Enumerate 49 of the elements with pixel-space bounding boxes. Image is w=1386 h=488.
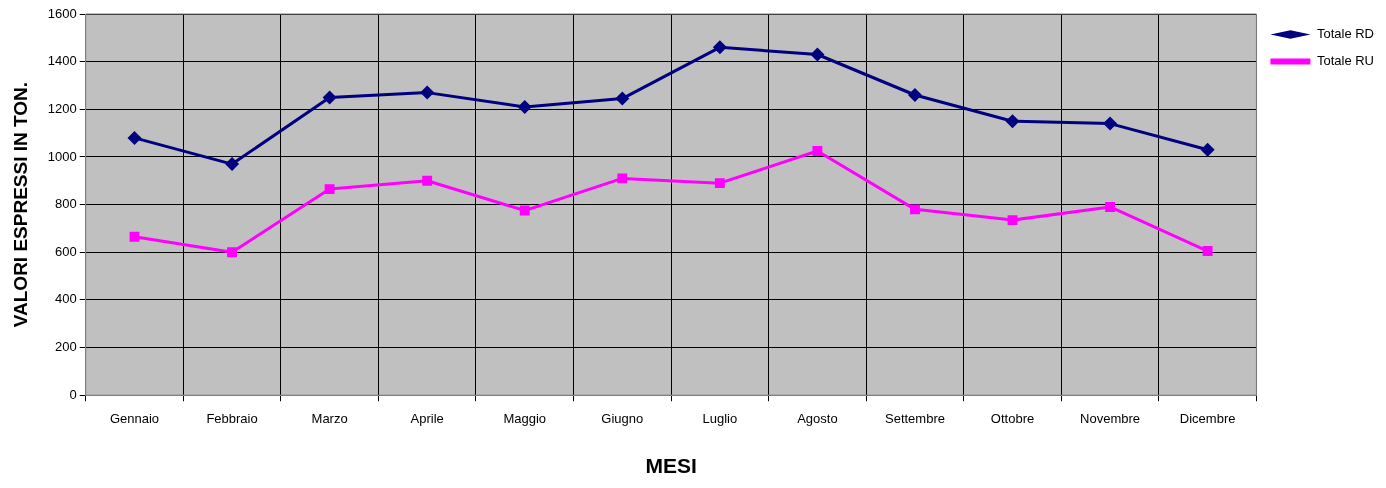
x-tick-label: Maggio <box>503 410 547 426</box>
y-tick-label: 1200 <box>47 100 77 116</box>
y-tick-label: 200 <box>55 339 77 355</box>
x-tick-label: Aprile <box>410 410 444 426</box>
y-tick-label: 1600 <box>47 5 77 21</box>
x-tick-label: Novembre <box>1080 410 1141 426</box>
x-tick-label: Agosto <box>797 410 838 426</box>
legend-label: Totale RU <box>1316 53 1374 69</box>
point <box>907 88 922 103</box>
point <box>420 85 435 100</box>
point <box>617 173 628 184</box>
y-tick-label: 0 <box>69 386 77 402</box>
point <box>227 247 238 258</box>
point <box>519 205 530 216</box>
point <box>812 146 823 156</box>
y-tick-label: 800 <box>55 196 77 212</box>
point <box>1202 246 1213 257</box>
point <box>225 157 240 172</box>
y-tick-label: 600 <box>55 243 77 259</box>
point <box>910 204 920 215</box>
x-tick-label: Ottobre <box>990 410 1035 426</box>
point <box>129 231 140 242</box>
point <box>127 130 142 145</box>
point <box>712 40 727 55</box>
x-tick-label: Gennaio <box>109 410 160 426</box>
point <box>324 184 335 195</box>
x-tick-label: Febbraio <box>206 410 258 426</box>
x-tick-label: Marzo <box>311 410 348 426</box>
y-axis-title: VALORI ESPRESSI IN TON. <box>9 81 31 328</box>
x-tick-label: Giugno <box>601 410 644 426</box>
point <box>422 175 433 186</box>
y-tick-label: 400 <box>55 291 77 307</box>
legend-label: Totale RD <box>1316 26 1374 42</box>
x-tick-label: Dicembre <box>1179 410 1236 426</box>
point <box>1103 116 1118 131</box>
point <box>1105 202 1116 212</box>
point <box>1005 114 1020 129</box>
point <box>517 99 532 114</box>
point <box>615 91 630 106</box>
point <box>1007 215 1018 226</box>
point <box>810 47 825 62</box>
point <box>1200 142 1215 157</box>
y-tick-label: 1400 <box>47 53 77 69</box>
point <box>322 90 337 105</box>
y-tick-label: 1000 <box>47 148 77 164</box>
x-tick-label: Settembre <box>884 410 945 426</box>
point <box>714 178 725 189</box>
x-tick-label: Luglio <box>702 410 738 426</box>
x-axis-title: MESI <box>645 454 697 478</box>
